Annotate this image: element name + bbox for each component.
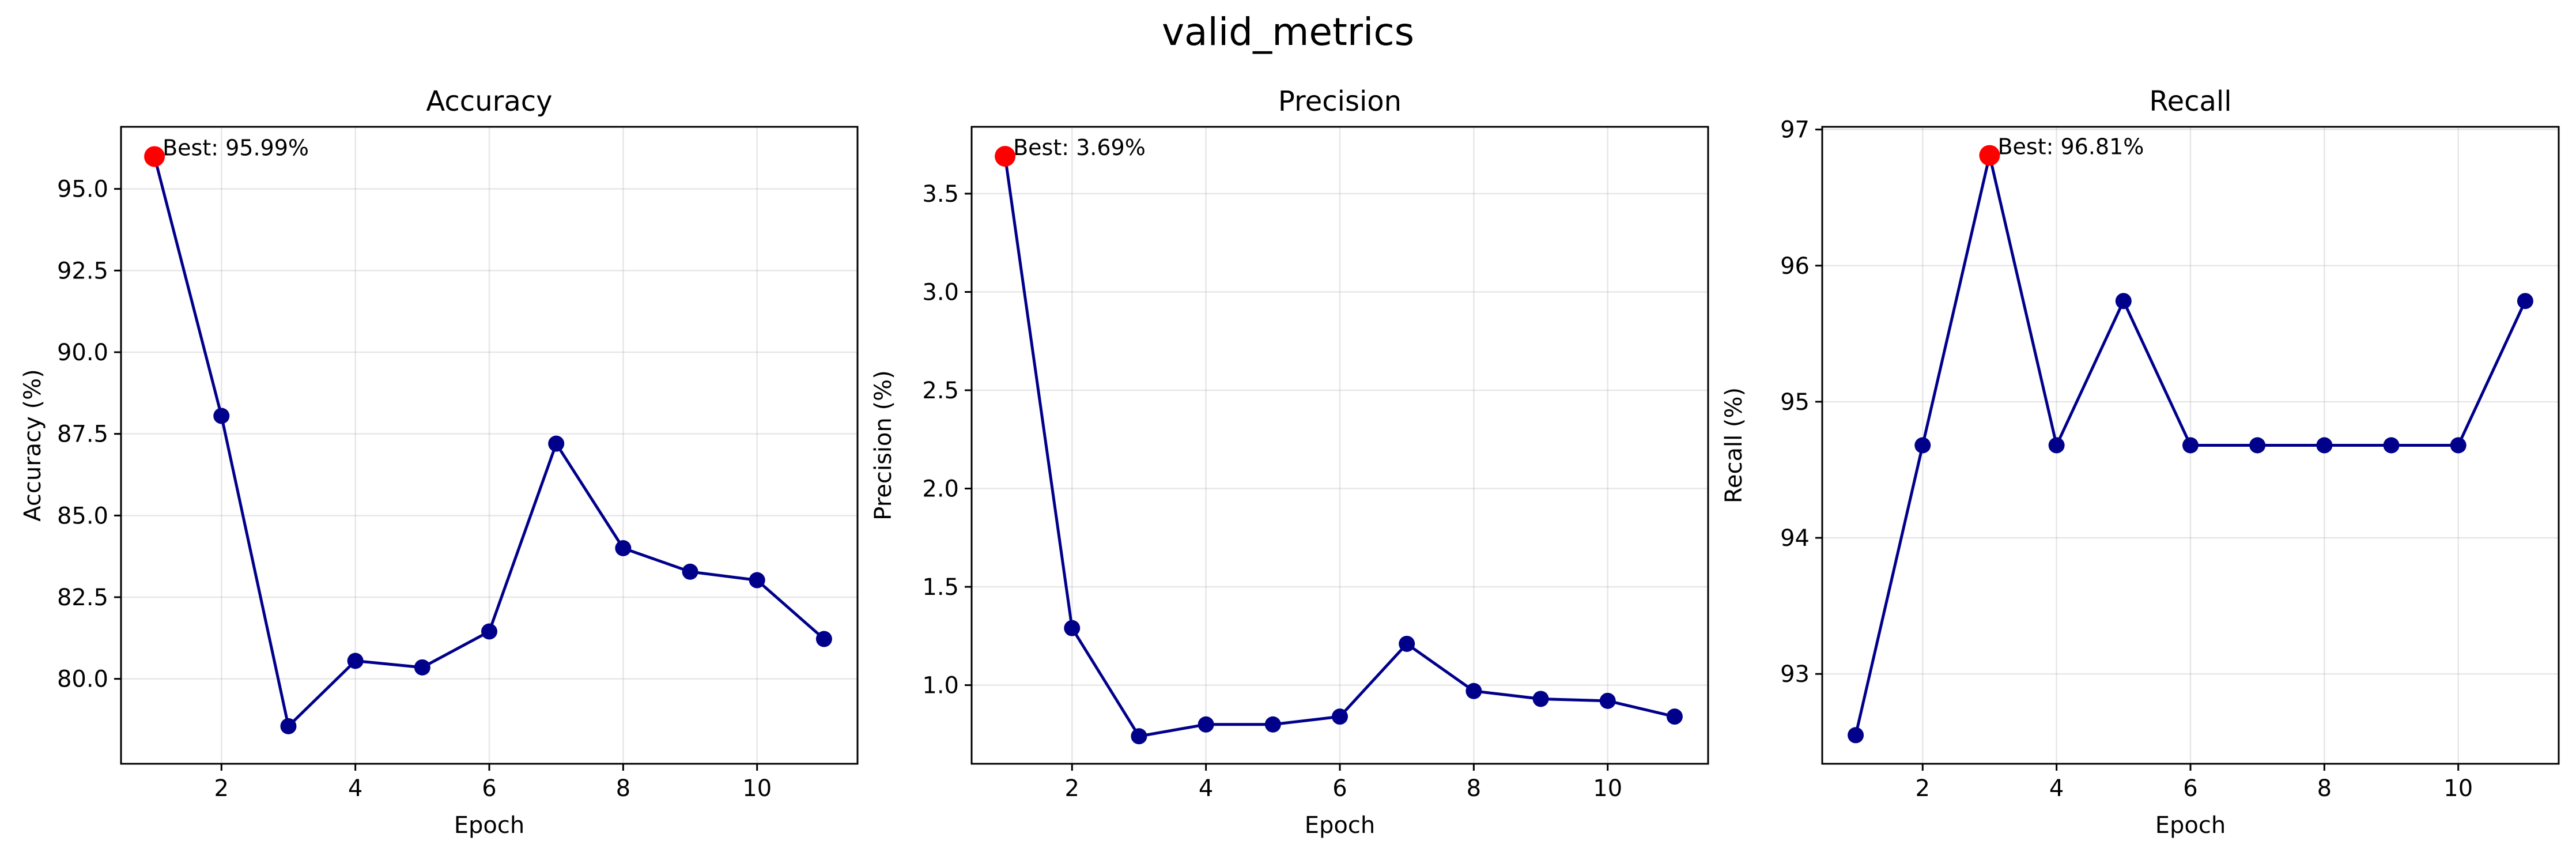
data-point <box>2316 437 2333 454</box>
data-point <box>2249 437 2266 454</box>
data-point <box>548 435 565 452</box>
data-point <box>2517 293 2533 310</box>
y-tick-label: 92.5 <box>57 258 108 284</box>
data-point <box>1848 727 1864 744</box>
x-axis-label: Epoch <box>454 812 524 839</box>
x-axis-label: Epoch <box>1305 812 1375 839</box>
data-point <box>2048 437 2065 454</box>
data-point <box>347 653 364 669</box>
subplot-title: Precision <box>1278 85 1402 118</box>
axes-frame <box>120 126 859 765</box>
best-point <box>995 146 1016 167</box>
data-point <box>1399 635 1415 652</box>
data-point <box>1131 728 1147 745</box>
data-point <box>1465 682 1482 699</box>
subplot-title: Accuracy <box>426 85 552 118</box>
y-tick-label: 94 <box>1780 525 1810 552</box>
data-point <box>815 631 832 647</box>
data-point <box>2383 437 2400 454</box>
x-tick-label: 6 <box>1332 775 1347 802</box>
axes-frame <box>1821 126 2560 765</box>
x-tick-label: 8 <box>1467 775 1481 802</box>
x-tick-label: 4 <box>2049 775 2064 802</box>
data-point <box>2450 437 2467 454</box>
x-tick-label: 4 <box>348 775 362 802</box>
data-point <box>2115 293 2132 310</box>
y-tick-label: 87.5 <box>57 421 108 448</box>
y-tick-label: 3.5 <box>922 181 959 208</box>
best-annotation: Best: 3.69% <box>1013 135 1146 160</box>
best-annotation: Best: 95.99% <box>163 135 309 161</box>
data-point <box>1599 692 1616 709</box>
x-tick-label: 6 <box>482 775 496 802</box>
best-point <box>1979 145 2000 166</box>
x-tick-label: 6 <box>2183 775 2197 802</box>
data-point <box>1198 716 1214 733</box>
axes-frame <box>970 126 1709 765</box>
y-tick-label: 2.5 <box>922 378 959 404</box>
data-point <box>1064 620 1081 636</box>
y-tick-label: 95 <box>1780 389 1810 416</box>
x-tick-label: 10 <box>742 775 772 802</box>
figure-title: valid_metrics <box>1162 10 1414 54</box>
data-point <box>1914 437 1931 454</box>
data-point <box>213 408 230 424</box>
x-tick-label: 8 <box>616 775 630 802</box>
data-point <box>414 659 430 676</box>
data-point <box>615 540 632 556</box>
best-annotation: Best: 96.81% <box>1997 134 2144 160</box>
subplots: 2 4 6 8 1080.082.585.087.590.092.595.0Best: … <box>20 85 2560 839</box>
data-point <box>481 623 497 640</box>
y-tick-label: 2.0 <box>922 476 959 503</box>
y-axis-label: Precision (%) <box>870 370 897 520</box>
y-tick-label: 95.0 <box>57 176 108 203</box>
x-tick-label: 2 <box>214 775 229 802</box>
data-point <box>2182 437 2199 454</box>
data-point <box>682 563 698 580</box>
subplot-recall: 2 4 6 8 10 93 94 95 96 97 Best: 96.81%Recall Epoch R… <box>1721 85 2560 839</box>
x-tick-label: 2 <box>1916 775 1930 802</box>
y-tick-label: 90.0 <box>57 340 108 366</box>
data-point <box>1532 691 1549 707</box>
subplot-accuracy: 2 4 6 8 10 80.0 82.5 85.0 87.5 90.0 92.5 95.0 Best: … <box>20 85 859 839</box>
y-tick-label: 80.0 <box>57 666 108 693</box>
best-point <box>144 146 165 167</box>
x-tick-label: 4 <box>1199 775 1213 802</box>
subplot-title: Recall <box>2149 85 2231 118</box>
data-point <box>280 718 297 734</box>
data-point <box>749 572 765 589</box>
y-axis-label: Recall (%) <box>1721 387 1747 503</box>
y-tick-label: 1.0 <box>922 673 959 699</box>
x-axis-label: Epoch <box>2155 812 2226 839</box>
y-tick-label: 85.0 <box>57 503 108 529</box>
y-tick-label: 96 <box>1780 253 1810 280</box>
subplot-precision: 2 4 6 8 10 1.0 1.5 2.0 2.5 3.0 3.5 Best: 3.69% Preci… <box>870 85 1709 839</box>
x-tick-label: 8 <box>2317 775 2332 802</box>
data-point <box>1264 716 1281 733</box>
y-tick-label: 97 <box>1780 117 1810 144</box>
y-tick-label: 93 <box>1780 661 1810 688</box>
y-tick-label: 82.5 <box>57 585 108 611</box>
x-tick-label: 10 <box>2443 775 2473 802</box>
x-tick-label: 2 <box>1065 775 1079 802</box>
y-tick-label: 1.5 <box>922 574 959 601</box>
x-tick-label: 10 <box>1593 775 1622 802</box>
data-point <box>1666 708 1683 725</box>
y-axis-label: Accuracy (%) <box>20 369 46 522</box>
data-point <box>1332 708 1348 725</box>
y-tick-label: 3.0 <box>922 279 959 306</box>
